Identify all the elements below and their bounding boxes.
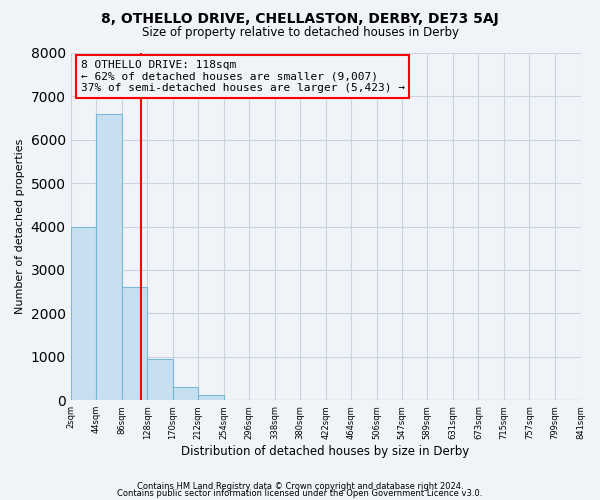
X-axis label: Distribution of detached houses by size in Derby: Distribution of detached houses by size … [181,444,470,458]
Text: Contains HM Land Registry data © Crown copyright and database right 2024.: Contains HM Land Registry data © Crown c… [137,482,463,491]
Bar [122,288,147,400]
Bar [173,387,198,400]
Bar [198,396,224,400]
Text: Size of property relative to detached houses in Derby: Size of property relative to detached ho… [142,26,458,39]
Text: Contains public sector information licensed under the Open Government Licence v3: Contains public sector information licen… [118,490,482,498]
Bar [71,226,96,400]
Y-axis label: Number of detached properties: Number of detached properties [15,139,25,314]
Text: 8 OTHELLO DRIVE: 118sqm
← 62% of detached houses are smaller (9,007)
37% of semi: 8 OTHELLO DRIVE: 118sqm ← 62% of detache… [81,60,405,93]
Bar [147,359,173,400]
Bar [96,114,122,400]
Text: 8, OTHELLO DRIVE, CHELLASTON, DERBY, DE73 5AJ: 8, OTHELLO DRIVE, CHELLASTON, DERBY, DE7… [101,12,499,26]
